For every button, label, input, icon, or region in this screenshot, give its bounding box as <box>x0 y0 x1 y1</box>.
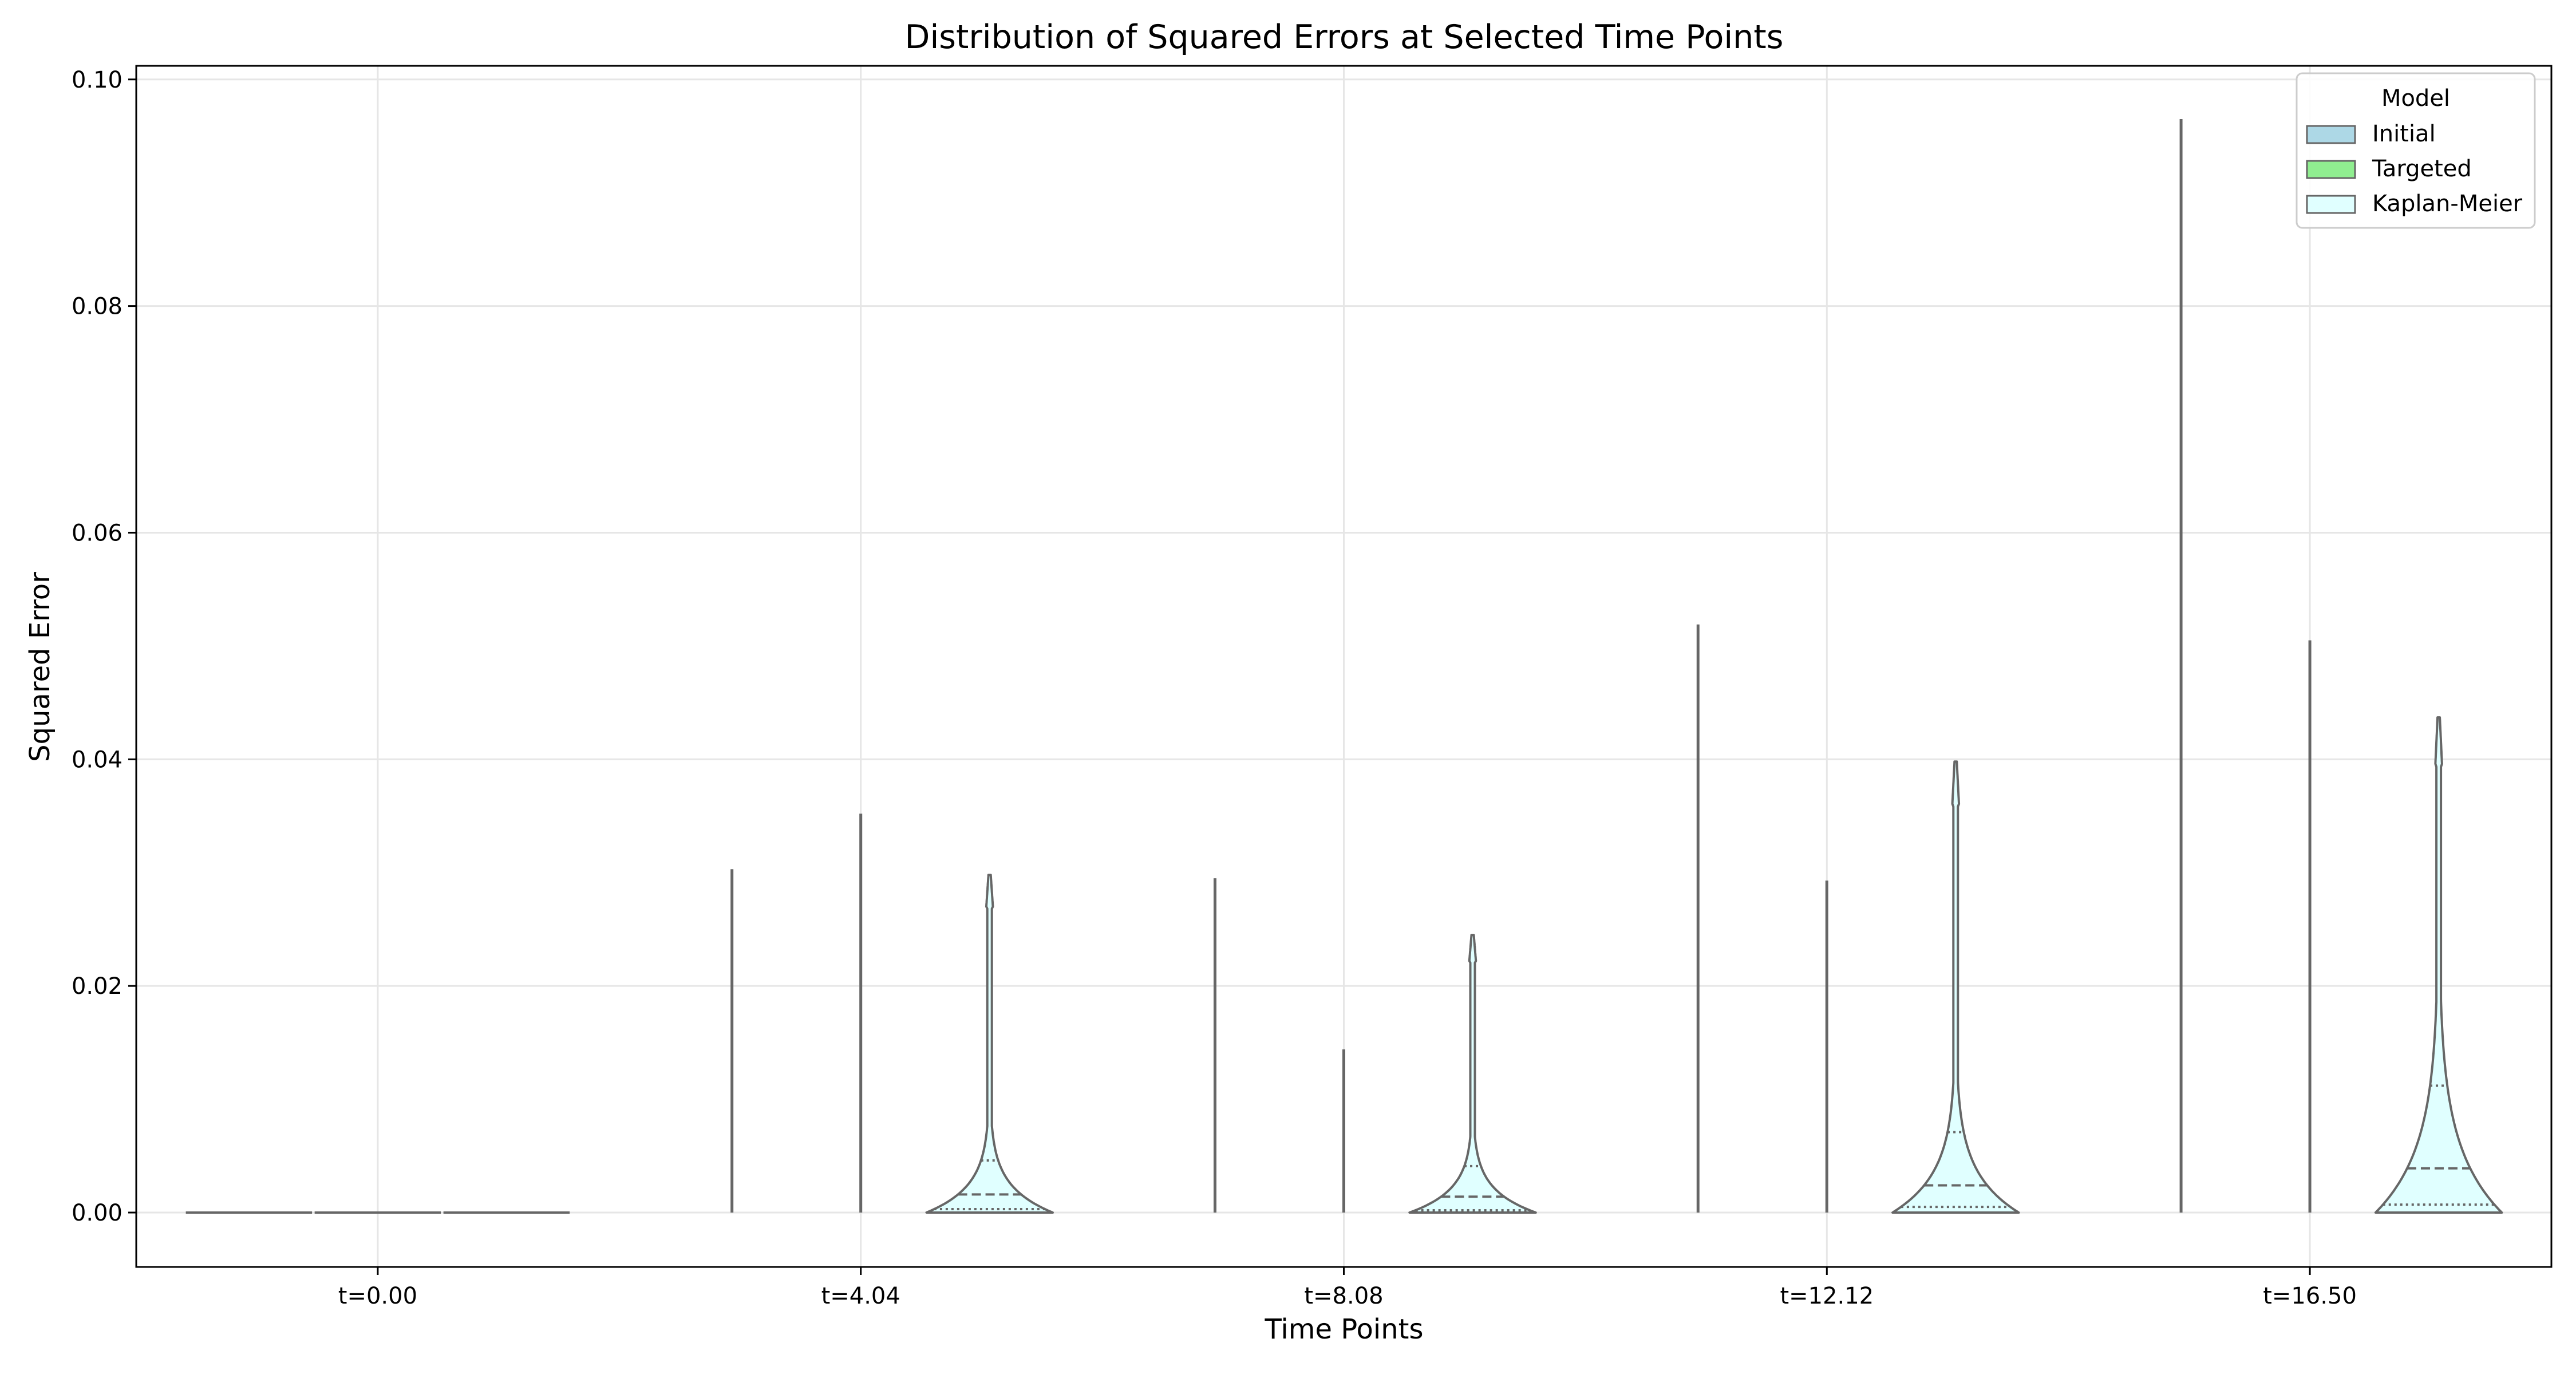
x-tick-label: t=4.04 <box>821 1283 900 1309</box>
x-axis-label: Time Points <box>1265 1313 1424 1345</box>
legend-swatch <box>2306 125 2356 144</box>
y-tick-label: 0.10 <box>72 67 123 93</box>
y-tick-label: 0.04 <box>72 747 123 773</box>
legend-frame <box>2296 72 2536 229</box>
legend-label: Initial <box>2372 121 2436 147</box>
legend-label: Kaplan-Meier <box>2372 191 2523 217</box>
violins <box>185 119 2503 1214</box>
x-tick-label: t=8.08 <box>1304 1283 1383 1309</box>
x-axis: t=0.00 t=4.04 t=8.08 t=12.12 t=16.50 <box>338 1267 2357 1309</box>
violin-kaplan-meier-1 <box>925 874 1054 1214</box>
violin-kaplan-meier-2 <box>1408 934 1537 1214</box>
x-tick-label: t=0.00 <box>338 1283 417 1309</box>
y-tick-label: 0.06 <box>72 520 123 546</box>
y-axis-label: Squared Error <box>24 572 56 762</box>
y-tick-label: 0.02 <box>72 973 123 1000</box>
legend-entries: Initial Targeted Kaplan-Meier <box>2306 121 2523 217</box>
violin-kaplan-meier-4 <box>2374 716 2503 1214</box>
violin-kaplan-meier-3 <box>1891 760 2020 1214</box>
x-tick-label: t=16.50 <box>2263 1283 2357 1309</box>
y-tick-label: 0.00 <box>72 1200 123 1226</box>
x-tick-label: t=12.12 <box>1780 1283 1874 1309</box>
chart-title: Distribution of Squared Errors at Select… <box>905 18 1784 56</box>
legend-swatch <box>2306 160 2356 179</box>
legend-title: Model <box>2381 85 2450 112</box>
legend-swatch <box>2306 195 2356 214</box>
legend-label: Targeted <box>2372 156 2472 182</box>
y-tick-label: 0.08 <box>72 294 123 320</box>
y-axis: 0.00 0.02 0.04 0.06 0.08 0.10 <box>72 67 136 1226</box>
legend: Model Initial Targeted Kaplan-Meier <box>2296 72 2536 229</box>
